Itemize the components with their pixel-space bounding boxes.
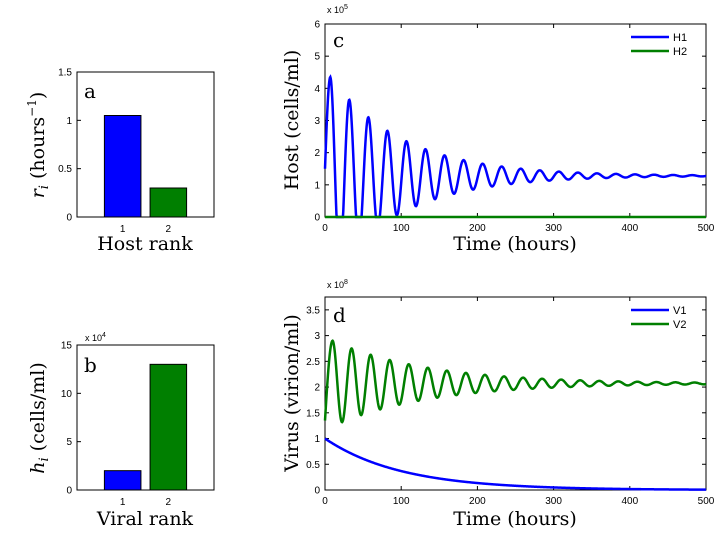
chart-c-panel-label: c xyxy=(333,28,344,52)
xtick-label: 100 xyxy=(393,223,410,234)
chart-c-lines xyxy=(323,74,707,219)
chart-d-scale-note: x 108 xyxy=(327,279,348,290)
ytick-label: 0 xyxy=(66,213,72,224)
ytick-label: 1.5 xyxy=(306,408,320,419)
xtick-label: 2 xyxy=(166,224,172,235)
chart-d-frame xyxy=(324,296,707,491)
xtick-label: 500 xyxy=(698,223,715,234)
ytick-label: 6 xyxy=(314,20,320,31)
ytick-label: 1.5 xyxy=(58,68,72,79)
ytick-label: 2.5 xyxy=(306,357,320,368)
chart-a: 0 0.5 1 1.5 1 2 a Host rank ri (hours−1) xyxy=(25,68,215,255)
ytick-label: 1 xyxy=(314,180,320,191)
xtick-label: 0 xyxy=(322,223,328,234)
xtick-label: 2 xyxy=(166,497,172,508)
ytick-label: 1 xyxy=(314,434,320,445)
chart-d: 0 100 200 300 400 500 0 0.5 1 1.5 2 2.5 3 3.5 d x 108… xyxy=(281,279,715,530)
ytick-label: 0 xyxy=(314,213,320,224)
xtick-label: 1 xyxy=(120,224,126,235)
xtick-label: 100 xyxy=(393,496,410,507)
chart-a-bars xyxy=(103,115,188,218)
ytick-label: 4 xyxy=(314,84,320,95)
legend-label-V1: V1 xyxy=(673,305,686,317)
xtick-label: 300 xyxy=(545,223,562,234)
series-line-V1 xyxy=(324,437,706,491)
xtick-label: 200 xyxy=(469,496,486,507)
chart-b-panel-label: b xyxy=(84,353,97,377)
ytick-label: 0 xyxy=(314,486,320,497)
ytick-label: 0.5 xyxy=(58,164,72,175)
ytick-label: 10 xyxy=(61,389,73,400)
ytick-label: 15 xyxy=(61,341,73,352)
legend-label-V2: V2 xyxy=(673,319,686,331)
svg-text:ri (hours−1): ri (hours−1) xyxy=(25,92,52,199)
xtick-label: 300 xyxy=(545,496,562,507)
xtick-label: 0 xyxy=(322,496,328,507)
bar-2 xyxy=(149,363,188,491)
xtick-label: 500 xyxy=(698,496,715,507)
ytick-label: 3 xyxy=(314,331,320,342)
bar-1 xyxy=(103,470,142,491)
ytick-label: 0.5 xyxy=(306,460,320,471)
chart-c-scale-note: x 105 xyxy=(327,4,348,15)
bar-1 xyxy=(103,115,142,218)
chart-a-xlabel: Host rank xyxy=(97,233,193,255)
chart-a-ylabel: ri (hours−1) xyxy=(25,92,52,199)
chart-b-ylabel: hi (cells/ml) xyxy=(27,362,52,474)
chart-d-xlabel: Time (hours) xyxy=(453,508,577,530)
chart-b-frame xyxy=(76,344,215,491)
chart-c-ticks: 0 100 200 300 400 500 0 1 2 3 4 5 6 xyxy=(314,20,714,235)
chart-b-bars xyxy=(103,363,188,491)
bar-2 xyxy=(149,187,188,218)
chart-c-xlabel: Time (hours) xyxy=(453,233,577,255)
ytick-label: 5 xyxy=(66,437,72,448)
xtick-label: 400 xyxy=(621,223,638,234)
xtick-label: 1 xyxy=(120,497,126,508)
ytick-label: 5 xyxy=(314,52,320,63)
legend-label-H1: H1 xyxy=(673,32,687,44)
ytick-label: 0 xyxy=(66,486,72,497)
chart-b-xlabel: Viral rank xyxy=(96,508,194,530)
legend-label-H2: H2 xyxy=(673,46,687,58)
ytick-label: 3.5 xyxy=(306,305,320,316)
chart-b: 0 5 10 15 1 2 b x 104 Viral rank hi (cells/ml… xyxy=(27,332,215,530)
xtick-label: 400 xyxy=(621,496,638,507)
series-line-V2 xyxy=(323,339,707,424)
chart-c-ylabel: Host (cells/ml) xyxy=(281,50,303,191)
ytick-label: 1 xyxy=(66,116,72,127)
chart-a-frame xyxy=(76,71,215,218)
series-line-H1 xyxy=(323,74,707,219)
chart-d-panel-label: d xyxy=(333,303,346,327)
xtick-label: 200 xyxy=(469,223,486,234)
ytick-label: 2 xyxy=(314,148,320,159)
chart-d-ylabel: Virus (virion/ml) xyxy=(281,314,303,473)
chart-c: 0 100 200 300 400 500 0 1 2 3 4 5 6 c x 105 Time (ho… xyxy=(281,4,715,255)
svg-text:hi (cells/ml): hi (cells/ml) xyxy=(27,362,52,474)
chart-d-lines xyxy=(323,339,707,491)
chart-a-panel-label: a xyxy=(84,79,96,103)
ytick-label: 3 xyxy=(314,116,320,127)
chart-d-ticks: 0 100 200 300 400 500 0 0.5 1 1.5 2 2.5 3 3.5 xyxy=(306,297,715,507)
ytick-label: 2 xyxy=(314,383,320,394)
chart-b-scale-note: x 104 xyxy=(85,332,106,343)
